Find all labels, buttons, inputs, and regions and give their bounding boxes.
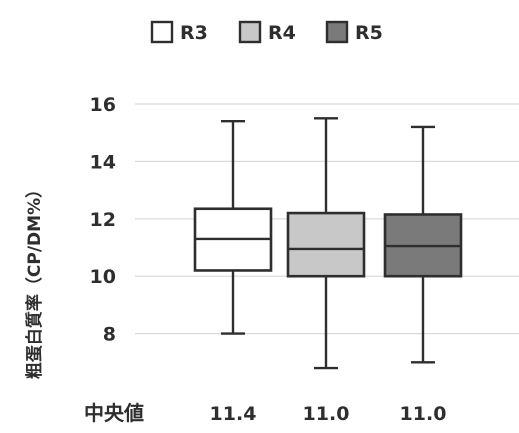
y-tick-label-16: 16 (90, 94, 116, 116)
y-tick-label-10: 10 (90, 266, 116, 288)
legend-swatch-r4 (238, 20, 262, 44)
box-r5 (383, 125, 463, 364)
legend-swatch-r3 (150, 20, 174, 44)
median-row-caption: 中央値 (84, 401, 144, 425)
boxes (193, 117, 463, 370)
y-tick-label-8: 8 (103, 324, 116, 346)
legend: R3 R4 R5 (150, 20, 383, 44)
interquartile-box (286, 211, 366, 278)
y-axis-label: 粗蛋白質率（CP/DM%） (24, 181, 45, 379)
box-r3 (193, 120, 273, 335)
median-value-r4: 11.0 (303, 403, 350, 425)
y-tick-label-12: 12 (90, 209, 116, 231)
legend-label-r3: R3 (180, 22, 208, 44)
legend-label-r4: R4 (268, 22, 296, 44)
box-r4 (286, 117, 366, 370)
median-value-r5: 11.0 (400, 403, 447, 425)
legend-label-r5: R5 (355, 22, 383, 44)
legend-swatch-r5 (325, 20, 349, 44)
y-axis-ticks: 8 10 12 14 16 (90, 94, 116, 346)
y-tick-label-14: 14 (90, 151, 116, 173)
median-value-r3: 11.4 (210, 403, 257, 425)
median-row-values: 11.4 11.0 11.0 (210, 403, 447, 425)
